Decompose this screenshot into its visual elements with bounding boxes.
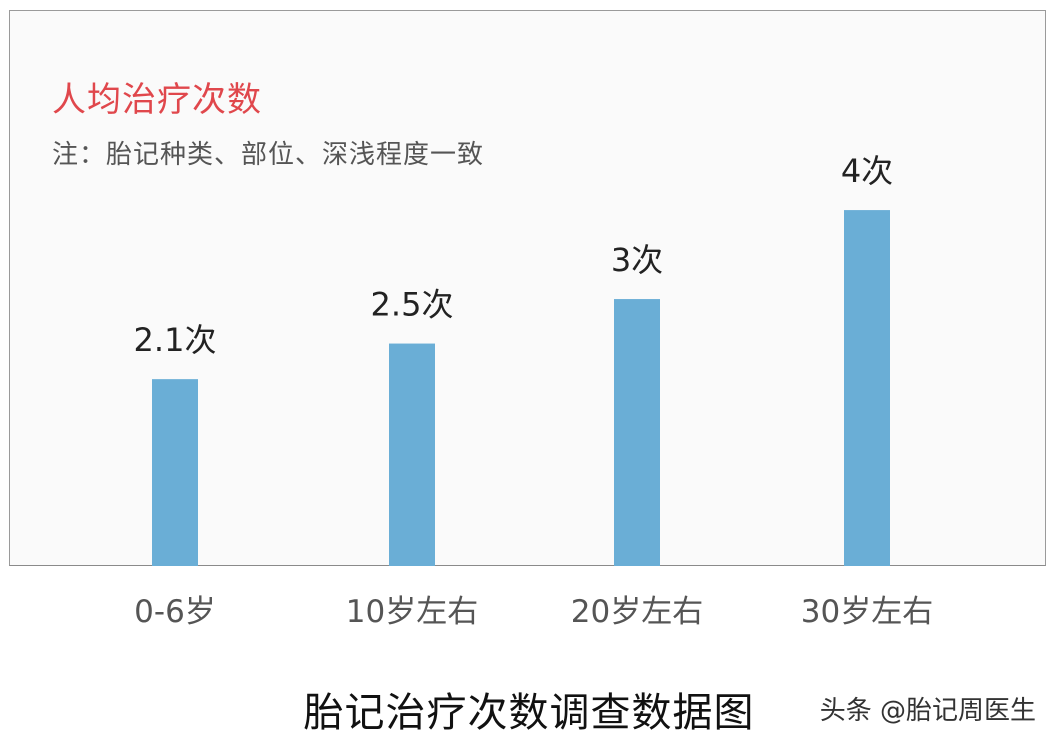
bar-2: [614, 299, 660, 566]
data-label-2: 3次: [611, 241, 663, 279]
x-tick-label-3: 30岁左右: [801, 594, 933, 630]
watermark: 头条 @胎记周医生: [819, 696, 1036, 726]
data-label-3: 4次: [841, 152, 893, 190]
bar-3: [844, 210, 890, 566]
x-tick-label-2: 20岁左右: [571, 594, 703, 630]
chart-subtitle: 注：胎记种类、部位、深浅程度一致: [52, 140, 485, 170]
bar-0: [152, 379, 198, 566]
x-tick-label-0: 0-6岁: [134, 594, 216, 630]
figure-caption: 胎记治疗次数调查数据图: [303, 690, 755, 736]
data-label-1: 2.5次: [371, 286, 454, 324]
chart-title: 人均治疗次数: [52, 80, 262, 120]
bar-chart: 2.1次 0-6岁 2.5次 10岁左右 3次 20岁左右 4次 30岁左右: [134, 152, 934, 630]
x-tick-label-1: 10岁左右: [346, 594, 478, 630]
bar-1: [389, 343, 435, 566]
data-label-0: 2.1次: [134, 321, 217, 359]
